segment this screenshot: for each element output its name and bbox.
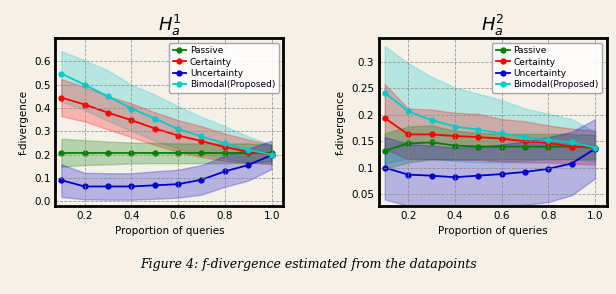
Certainty	[521, 140, 529, 143]
Certainty	[381, 116, 389, 120]
Passive	[545, 145, 552, 148]
Certainty	[405, 133, 412, 136]
Uncertainty	[104, 185, 111, 188]
Certainty	[498, 137, 505, 141]
Bimodal(Proposed)	[451, 125, 458, 128]
Legend: Passive, Certainty, Uncertainty, Bimodal(Proposed): Passive, Certainty, Uncertainty, Bimodal…	[169, 43, 279, 93]
Certainty	[128, 118, 135, 122]
Line: Bimodal(Proposed): Bimodal(Proposed)	[59, 71, 274, 157]
Passive	[568, 145, 575, 148]
Uncertainty	[245, 163, 252, 167]
Passive	[268, 152, 275, 155]
Uncertainty	[474, 174, 482, 178]
Bimodal(Proposed)	[498, 132, 505, 135]
Passive	[174, 152, 182, 155]
Certainty	[221, 146, 229, 149]
Certainty	[268, 153, 275, 156]
Y-axis label: f-divergence: f-divergence	[335, 89, 346, 155]
Line: Uncertainty: Uncertainty	[59, 153, 274, 189]
Passive	[198, 152, 205, 155]
Bimodal(Proposed)	[474, 128, 482, 131]
Passive	[221, 152, 229, 155]
Passive	[451, 144, 458, 147]
Passive	[245, 152, 252, 155]
Uncertainty	[221, 170, 229, 173]
Bimodal(Proposed)	[245, 148, 252, 152]
Bimodal(Proposed)	[151, 117, 158, 120]
Uncertainty	[451, 176, 458, 179]
Bimodal(Proposed)	[268, 153, 275, 156]
Certainty	[104, 111, 111, 114]
Legend: Passive, Certainty, Uncertainty, Bimodal(Proposed): Passive, Certainty, Uncertainty, Bimodal…	[493, 43, 602, 93]
Line: Certainty: Certainty	[59, 95, 274, 157]
Certainty	[545, 141, 552, 145]
Bimodal(Proposed)	[545, 138, 552, 142]
Line: Uncertainty: Uncertainty	[383, 146, 598, 180]
Bimodal(Proposed)	[521, 135, 529, 139]
Certainty	[428, 133, 436, 136]
Bimodal(Proposed)	[405, 109, 412, 113]
Y-axis label: f-divergence: f-divergence	[18, 89, 28, 155]
Certainty	[81, 103, 88, 106]
Passive	[151, 152, 158, 155]
Certainty	[198, 139, 205, 143]
Passive	[81, 152, 88, 155]
Passive	[428, 141, 436, 144]
Bimodal(Proposed)	[428, 118, 436, 122]
Uncertainty	[428, 174, 436, 178]
Bimodal(Proposed)	[81, 83, 88, 86]
Uncertainty	[568, 162, 575, 165]
Bimodal(Proposed)	[381, 91, 389, 94]
Uncertainty	[405, 173, 412, 176]
Title: $H_a^2$: $H_a^2$	[481, 13, 505, 38]
Passive	[474, 145, 482, 148]
X-axis label: Proportion of queries: Proportion of queries	[438, 226, 548, 236]
X-axis label: Proportion of queries: Proportion of queries	[115, 226, 224, 236]
Uncertainty	[198, 178, 205, 181]
Certainty	[591, 146, 599, 149]
Uncertainty	[545, 167, 552, 171]
Passive	[57, 152, 65, 155]
Bimodal(Proposed)	[221, 142, 229, 145]
Uncertainty	[521, 170, 529, 174]
Uncertainty	[591, 147, 599, 151]
Passive	[521, 145, 529, 148]
Certainty	[174, 134, 182, 137]
Title: $H_a^1$: $H_a^1$	[158, 13, 181, 38]
Certainty	[451, 134, 458, 138]
Line: Passive: Passive	[383, 140, 598, 153]
Bimodal(Proposed)	[128, 107, 135, 110]
Certainty	[474, 135, 482, 139]
Line: Certainty: Certainty	[383, 116, 598, 150]
Uncertainty	[151, 183, 158, 187]
Bimodal(Proposed)	[568, 141, 575, 144]
Bimodal(Proposed)	[57, 72, 65, 75]
Passive	[128, 152, 135, 155]
Uncertainty	[381, 166, 389, 170]
Bimodal(Proposed)	[591, 146, 599, 149]
Bimodal(Proposed)	[198, 135, 205, 138]
Line: Passive: Passive	[59, 151, 274, 156]
Certainty	[151, 127, 158, 130]
Certainty	[57, 96, 65, 99]
Bimodal(Proposed)	[104, 95, 111, 98]
Text: Figure 4: f-divergence estimated from the datapoints: Figure 4: f-divergence estimated from th…	[140, 258, 476, 271]
Line: Bimodal(Proposed): Bimodal(Proposed)	[383, 90, 598, 150]
Certainty	[568, 145, 575, 148]
Passive	[591, 146, 599, 149]
Uncertainty	[498, 172, 505, 176]
Certainty	[245, 150, 252, 153]
Uncertainty	[57, 178, 65, 182]
Passive	[381, 149, 389, 153]
Uncertainty	[81, 185, 88, 188]
Uncertainty	[268, 153, 275, 157]
Passive	[498, 145, 505, 148]
Passive	[405, 142, 412, 145]
Passive	[104, 152, 111, 155]
Bimodal(Proposed)	[174, 127, 182, 131]
Uncertainty	[174, 182, 182, 186]
Uncertainty	[128, 185, 135, 188]
